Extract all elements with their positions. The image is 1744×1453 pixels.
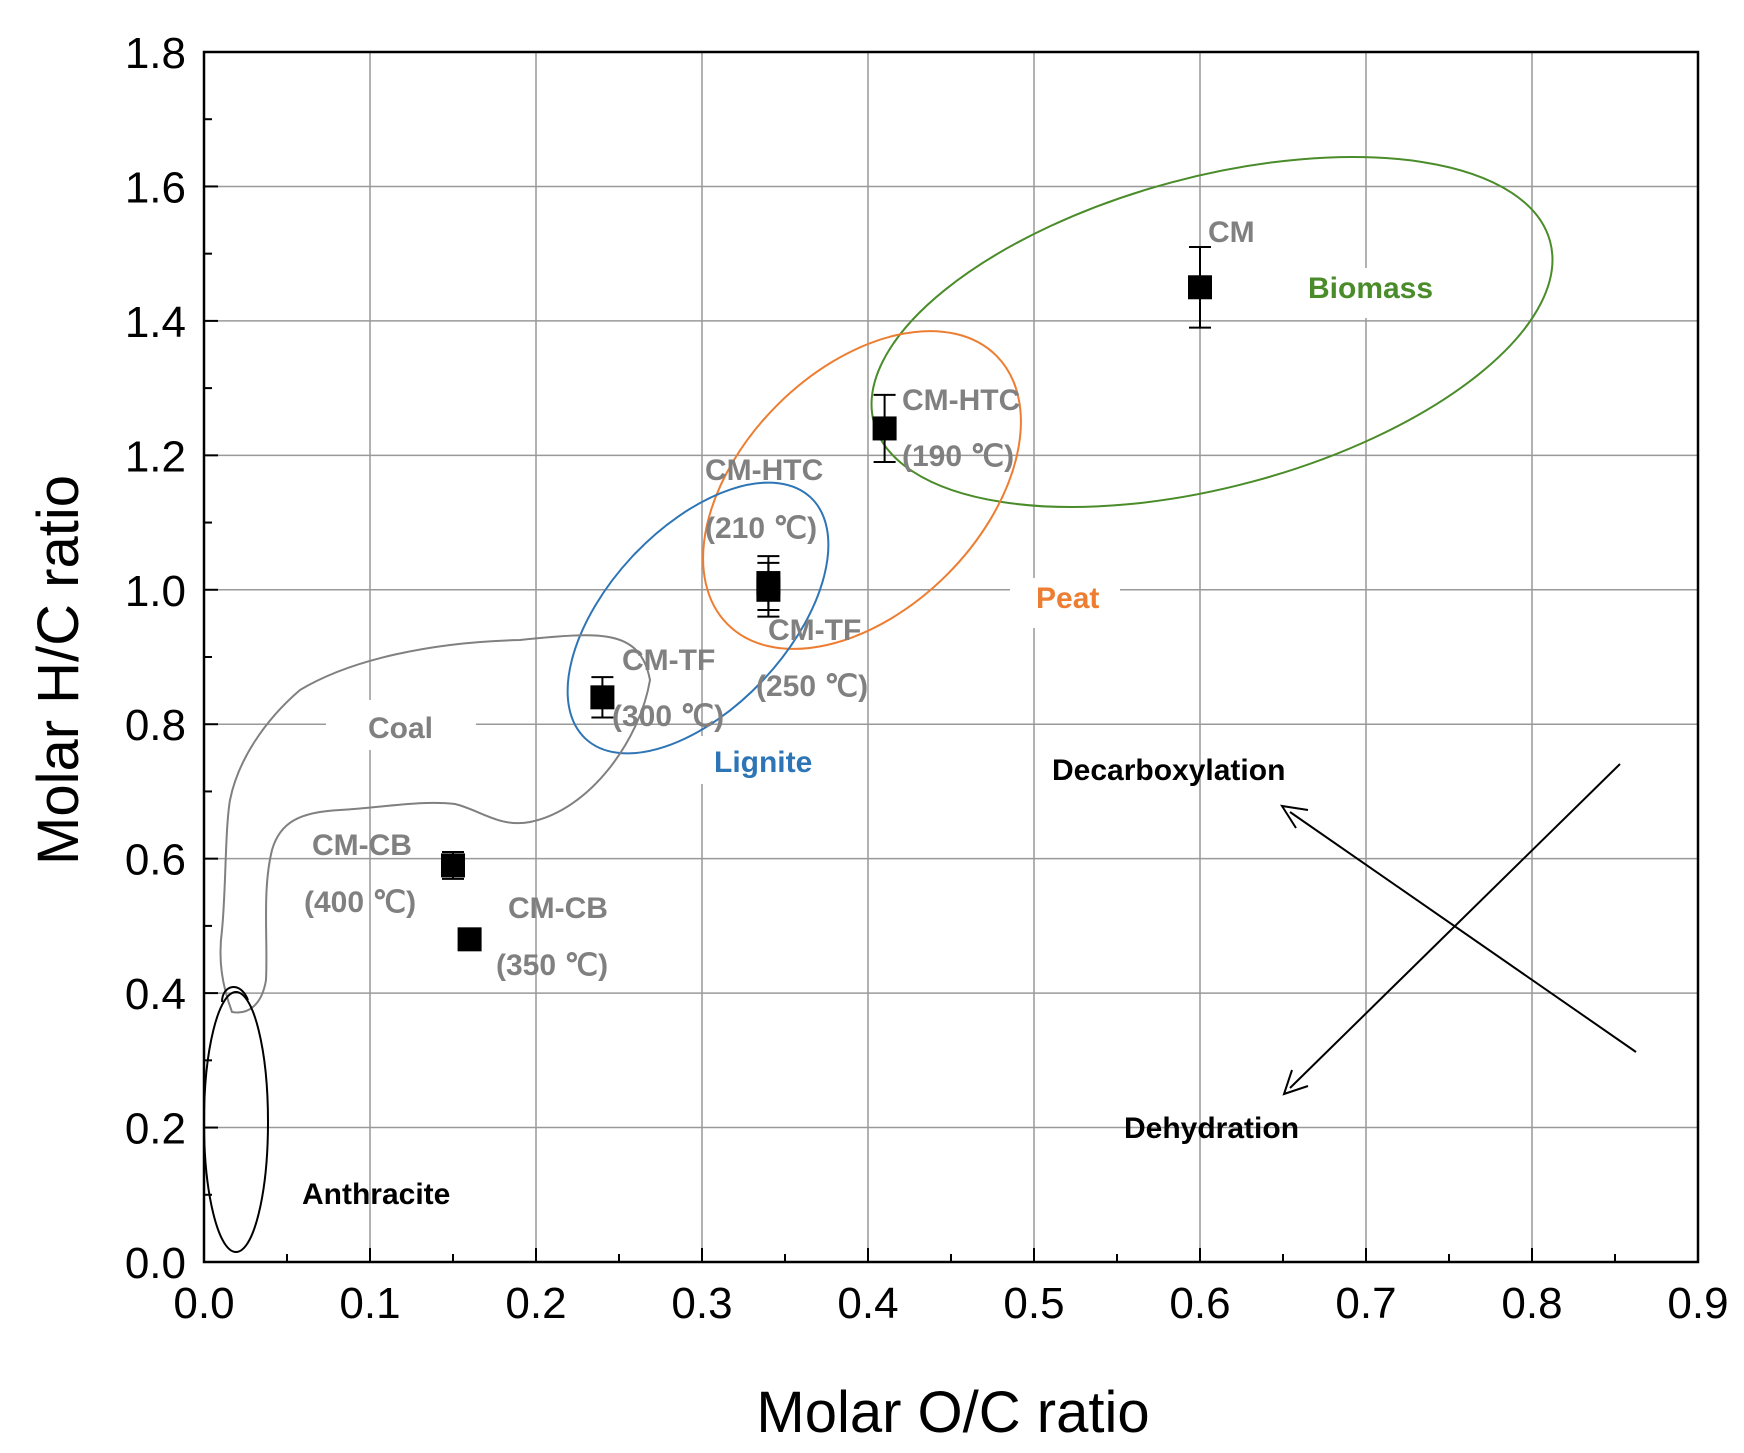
- data-point: [756, 571, 781, 596]
- region-labels: Biomass Peat Lignite Coal Anthracite: [302, 268, 1458, 1211]
- label-cm: CM: [1208, 216, 1255, 249]
- x-tick-label: 0.1: [339, 1279, 400, 1328]
- x-tick-label: 0.9: [1667, 1279, 1728, 1328]
- label-line: CM-TF: [768, 614, 861, 647]
- label-cm-tf-250: CM-TF (250 ℃): [756, 614, 870, 703]
- y-tick-label: 1.8: [125, 29, 186, 78]
- plot-frame: [202, 50, 1700, 1264]
- data-point: [590, 685, 615, 710]
- y-tick-label: 0.8: [125, 701, 186, 750]
- dehydration-label: Dehydration: [1124, 1112, 1299, 1145]
- x-tick-label: 0.2: [505, 1279, 566, 1328]
- data-markers: [441, 275, 1212, 952]
- lignite-region: [566, 481, 830, 755]
- region-outlines: [203, 156, 1554, 1253]
- label-line: (350 ℃): [496, 949, 608, 982]
- y-tick-label: 1.2: [125, 432, 186, 481]
- peat-label-bg: [1010, 578, 1120, 628]
- label-line: (300 ℃): [612, 700, 724, 733]
- label-cm-tf-300: CM-TF (300 ℃): [612, 644, 724, 733]
- label-line: CM-CB: [312, 829, 412, 862]
- coal-region: [219, 634, 652, 1014]
- label-cm-cb-400: CM-CB (400 ℃): [304, 829, 420, 919]
- y-tick-label: 1.0: [125, 567, 186, 616]
- y-tick-label: 0.0: [125, 1239, 186, 1288]
- anthracite-label: Anthracite: [302, 1178, 450, 1211]
- decarboxylation-label: Decarboxylation: [1052, 754, 1285, 787]
- data-point: [872, 416, 897, 441]
- label-line: (210 ℃): [705, 512, 817, 545]
- peat-label: Peat: [1036, 582, 1099, 615]
- decarboxylation-arrowhead: [1279, 804, 1309, 829]
- y-tick-label: 0.6: [125, 836, 186, 885]
- dehydration-arrowhead: [1282, 1069, 1309, 1096]
- x-tick-label: 0.7: [1335, 1279, 1396, 1328]
- label-line: CM-CB: [508, 892, 608, 925]
- y-tick-label: 1.4: [125, 298, 186, 347]
- x-tick-label: 0.6: [1169, 1279, 1230, 1328]
- tick-labels: 0.0 0.1 0.2 0.3 0.4 0.5 0.6 0.7 0.8 0.9 0.0 0.2 0.4 0…: [125, 29, 1729, 1328]
- x-tick-label: 0.4: [837, 1279, 898, 1328]
- biomass-label-bg: [1288, 268, 1458, 318]
- label-cm-cb-350: CM-CB (350 ℃): [496, 892, 616, 982]
- point-labels: CM CM-HTC (190 ℃) CM-HTC (210 ℃) CM-TF (…: [304, 216, 1255, 982]
- y-tick-label: 0.4: [125, 970, 186, 1019]
- label-line: (400 ℃): [304, 886, 416, 919]
- label-line: (190 ℃): [902, 440, 1014, 473]
- anthracite-region: [203, 991, 269, 1253]
- x-axis-title: Molar O/C ratio: [756, 1380, 1149, 1445]
- y-tick-label: 1.6: [125, 163, 186, 212]
- label-line: CM-HTC: [705, 454, 823, 487]
- label-line: CM-TF: [622, 644, 715, 677]
- label-cm-htc-210: CM-HTC (210 ℃): [705, 454, 832, 545]
- lignite-label-bg: [700, 736, 830, 784]
- biomass-label: Biomass: [1308, 272, 1433, 305]
- x-tick-label: 0.8: [1501, 1279, 1562, 1328]
- decarboxylation-arrow: [1289, 811, 1637, 1053]
- x-tick-label: 0.5: [1003, 1279, 1064, 1328]
- x-tick-label: 0.3: [671, 1279, 732, 1328]
- dehydration-arrow: [1289, 763, 1621, 1089]
- coal-label: Coal: [368, 712, 433, 745]
- data-point: [441, 853, 465, 878]
- label-line: (250 ℃): [756, 670, 868, 703]
- anthracite-top: [221, 986, 249, 1003]
- data-point: [457, 927, 482, 952]
- y-tick-label: 0.2: [125, 1105, 186, 1154]
- y-axis-title: Molar H/C ratio: [26, 475, 91, 865]
- label-line: CM-HTC: [902, 384, 1020, 417]
- axes: [202, 50, 1700, 1264]
- coal-label-bg: [326, 700, 476, 750]
- peat-region: [702, 330, 1022, 650]
- x-tick-label: 0.0: [173, 1279, 234, 1328]
- reaction-arrows: Decarboxylation Dehydration: [1052, 754, 1637, 1145]
- lignite-label: Lignite: [714, 746, 812, 779]
- label-cm-htc-190: CM-HTC (190 ℃): [902, 384, 1029, 473]
- grid: [204, 52, 1698, 1262]
- data-point: [1188, 275, 1212, 300]
